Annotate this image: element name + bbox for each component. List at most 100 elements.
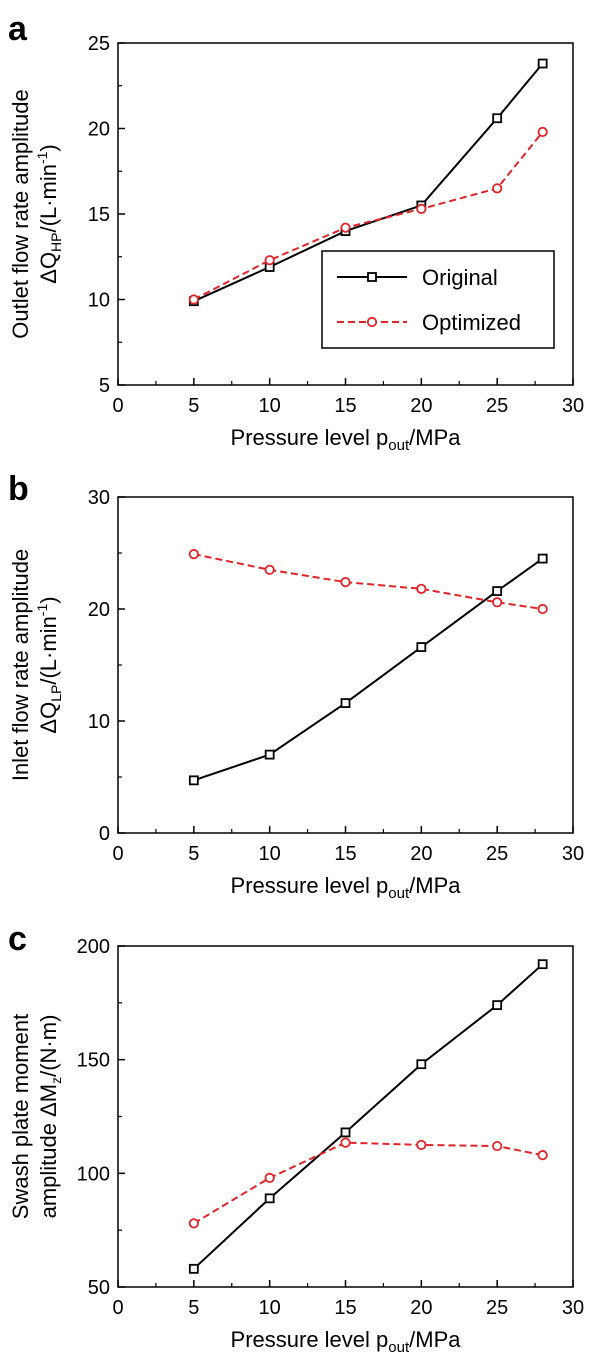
data-point: [537, 553, 548, 564]
data-point: [340, 577, 351, 588]
panel-b: b 0 5 10 15 20 25 30 0 10 20 30 Pressure level pout/…: [8, 470, 584, 902]
data-point: [264, 255, 275, 266]
legend: Original Optimized: [321, 250, 555, 349]
data-point: [537, 126, 548, 138]
x-tick-label: 30: [562, 1297, 584, 1319]
data-point: [492, 113, 503, 124]
series-optimized: [188, 1137, 548, 1229]
series-line: [193, 1141, 543, 1225]
data-point: [537, 603, 548, 615]
y-tick-label: 30: [88, 487, 110, 509]
y-axis-label: Outlet flow rate amplitude ΔQHP/(L·min-1): [8, 89, 64, 338]
data-point: [416, 203, 427, 214]
y-tick-label: 10: [88, 711, 110, 733]
x-tick-label: 5: [188, 843, 199, 865]
data-point: [492, 1140, 503, 1152]
series-line: [193, 131, 544, 301]
x-tick-label: 15: [334, 843, 356, 865]
x-tick-label: 5: [188, 395, 199, 417]
data-point: [537, 58, 548, 69]
panel-letter: a: [8, 10, 28, 48]
series-line: [193, 62, 544, 303]
y-axis-label-line1: Outlet flow rate amplitude: [8, 89, 33, 338]
data-point: [416, 1059, 427, 1070]
x-tick-label: 10: [259, 1297, 281, 1319]
data-point: [492, 586, 503, 596]
x-tick-label: 0: [112, 395, 123, 417]
data-point: [264, 749, 275, 760]
y-axis-label-line2: ΔQHP/(L·min-1): [34, 144, 64, 284]
x-tick-label: 20: [410, 843, 432, 865]
y-tick-label: 0: [99, 823, 110, 845]
data-point: [537, 959, 548, 970]
panel-letter: c: [8, 920, 27, 958]
series-line: [193, 553, 543, 610]
y-tick-label: 15: [88, 204, 110, 226]
y-tick-label: 25: [88, 33, 110, 55]
y-axis-label-line1: Swash plate moment: [8, 1014, 33, 1219]
x-tick-label: 5: [188, 1297, 199, 1319]
data-point: [264, 564, 275, 575]
x-tick-label: 30: [562, 843, 584, 865]
data-point: [188, 775, 199, 786]
series-original: [188, 553, 548, 786]
x-axis-label: Pressure level pout/MPa: [231, 873, 462, 902]
data-point: [264, 1172, 275, 1183]
x-tick-label: 0: [112, 1297, 123, 1319]
data-point: [188, 549, 199, 560]
y-tick-label: 20: [88, 119, 110, 141]
data-point: [416, 583, 427, 594]
data-point: [264, 1193, 275, 1204]
data-point: [340, 1137, 351, 1148]
data-point: [492, 1000, 503, 1011]
data-point: [188, 1218, 199, 1229]
panel-c: c 0 5 10 15 20 25 30 50 100 150 200 Pressure level p…: [8, 920, 584, 1356]
x-tick-label: 25: [486, 1297, 508, 1319]
data-point: [416, 1139, 427, 1151]
data-point: [188, 294, 199, 305]
x-tick-label: 10: [259, 395, 281, 417]
series-original: [188, 959, 548, 1274]
x-tick-label: 30: [562, 395, 584, 417]
panel-letter: b: [8, 470, 29, 508]
series-line: [193, 557, 544, 782]
data-point: [340, 698, 351, 708]
data-point: [492, 597, 503, 608]
legend-marker: [366, 316, 378, 328]
data-point: [340, 1127, 351, 1138]
data-point: [188, 1263, 199, 1274]
y-axis-label: Swash plate moment amplitude ΔMz/(N·m): [8, 1014, 64, 1219]
data-point: [492, 183, 503, 194]
x-axis-label: Pressure level pout/MPa: [231, 425, 462, 454]
legend-box: [321, 250, 555, 349]
y-axis-label: Inlet flow rate amplitude ΔQLP/(L·min-1): [8, 549, 64, 781]
y-axis-label-line1: Inlet flow rate amplitude: [8, 549, 33, 781]
legend-marker: [367, 272, 377, 282]
x-tick-label: 25: [486, 395, 508, 417]
y-tick-label: 20: [88, 599, 110, 621]
y-axis-label-line2: ΔQLP/(L·min-1): [34, 596, 64, 733]
y-tick-label: 150: [77, 1050, 110, 1072]
legend-label-optimized: Optimized: [422, 310, 521, 335]
series-optimized: [188, 126, 548, 305]
x-tick-label: 0: [112, 843, 123, 865]
x-tick-label: 15: [334, 1297, 356, 1319]
legend-label-original: Original: [422, 265, 498, 290]
plot-frame: [117, 496, 574, 834]
x-tick-label: 25: [486, 843, 508, 865]
series-line: [193, 963, 544, 1270]
x-axis-label: Pressure level pout/MPa: [231, 1327, 462, 1356]
y-tick-label: 100: [77, 1163, 110, 1185]
data-point: [340, 222, 351, 233]
y-tick-label: 5: [99, 375, 110, 397]
y-tick-label: 200: [77, 936, 110, 958]
x-tick-label: 15: [334, 395, 356, 417]
x-tick-label: 10: [259, 843, 281, 865]
y-tick-label: 10: [88, 290, 110, 312]
y-tick-label: 50: [88, 1277, 110, 1299]
data-point: [537, 1150, 548, 1161]
data-point: [416, 642, 427, 652]
y-axis-label-line2: amplitude ΔMz/(N·m): [36, 1015, 64, 1219]
